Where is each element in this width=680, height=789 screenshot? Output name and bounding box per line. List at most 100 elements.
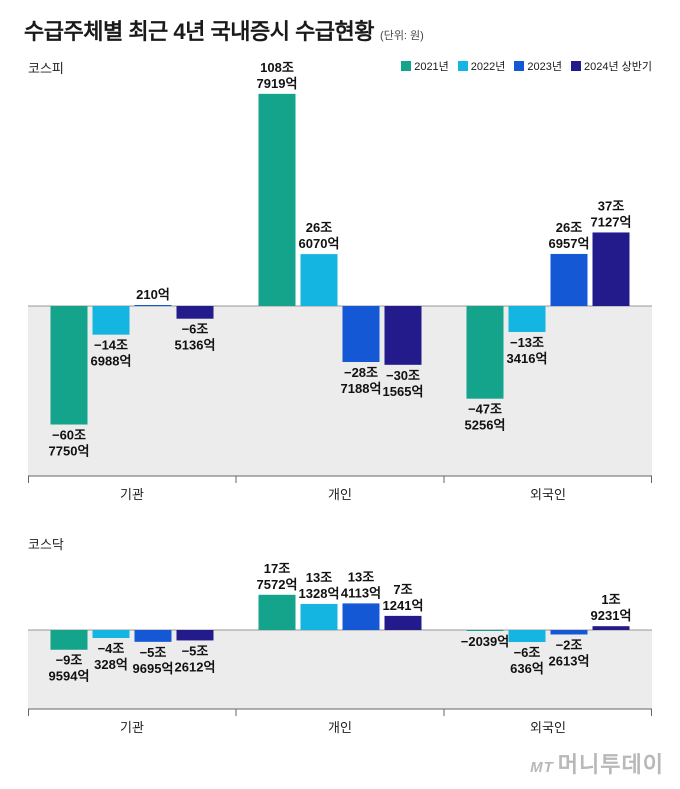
data-label: 26조 (306, 220, 332, 235)
data-label: 1565억 (383, 384, 424, 399)
bar-개인-2022년 (300, 603, 338, 630)
bar-기관-2024년 상반기 (176, 630, 214, 641)
data-label: −5조 (140, 645, 167, 660)
data-label: 1조 (601, 592, 620, 607)
bar-외국인-2024년 상반기 (592, 626, 630, 630)
bar-외국인-2023년 (550, 630, 588, 635)
data-label: 6070억 (299, 236, 340, 251)
bar-개인-2023년 (342, 306, 380, 363)
data-label: 9231억 (591, 608, 632, 623)
data-label: 9594억 (49, 669, 90, 684)
legend-item-2022: 2022년 (457, 58, 506, 74)
data-label: 4113억 (341, 585, 381, 600)
bar-기관-2023년 (134, 630, 172, 642)
data-label: 26조 (556, 220, 582, 235)
bar-개인-2024년 상반기 (384, 306, 422, 365)
watermark-mt: MT (530, 759, 554, 776)
data-label: −28조 (344, 365, 378, 380)
legend-label-2022: 2022년 (470, 61, 506, 73)
data-label: −6조 (514, 645, 541, 660)
bar-개인-2021년 (258, 93, 296, 306)
legend-swatch-2022 (457, 61, 468, 71)
data-label: 7127억 (591, 214, 632, 229)
legend-item-2023: 2023년 (514, 58, 562, 74)
bar-외국인-2023년 (550, 253, 588, 306)
data-label: −2조 (556, 637, 583, 652)
unit-label: (단위: 원) (380, 30, 424, 42)
bar-외국인-2021년 (466, 630, 504, 631)
bar-외국인-2024년 상반기 (592, 232, 630, 306)
chart-title: 수급주체별 최근 4년 국내증시 수급현황 (단위: 원) (24, 14, 424, 46)
chart-title-text: 수급주체별 최근 4년 국내증시 수급현황 (24, 19, 375, 44)
kosdaq-panel-label: 코스닥 (28, 537, 64, 552)
data-label: −4조 (98, 641, 125, 656)
bar-개인-2021년 (258, 594, 296, 630)
data-label: 6957억 (549, 236, 590, 251)
bar-개인-2024년 상반기 (384, 615, 422, 630)
category-label-기관: 기관 (120, 720, 144, 735)
category-label-개인: 개인 (328, 487, 352, 502)
data-label: 210억 (136, 287, 170, 302)
bar-외국인-2022년 (508, 630, 546, 643)
data-label: 17조 (264, 561, 290, 576)
bar-기관-2021년 (50, 630, 88, 650)
bar-기관-2022년 (92, 306, 130, 335)
bar-외국인-2022년 (508, 306, 546, 333)
data-label: 7750억 (49, 444, 90, 459)
data-label: 2613억 (549, 653, 590, 668)
data-label: −13조 (510, 335, 544, 350)
data-label: −60조 (52, 428, 86, 443)
data-label: 3416억 (507, 351, 548, 366)
bar-기관-2023년 (134, 305, 172, 306)
category-label-외국인: 외국인 (530, 487, 566, 502)
kosdaq-panel: 코스닥 −9조 9594억 −4조 328억 −5조 9695억 −5조 2612억 기관 17조… (28, 528, 652, 750)
data-label: 7조 (393, 582, 412, 597)
data-label: 7919억 (257, 76, 298, 91)
data-label: −14조 (94, 338, 128, 353)
data-label: −5조 (182, 643, 209, 658)
bar-개인-2022년 (300, 254, 338, 306)
data-label: 1328억 (299, 586, 340, 601)
legend-swatch-2023 (514, 61, 525, 71)
bar-개인-2023년 (342, 603, 380, 630)
data-label: 7572억 (257, 577, 298, 592)
category-label-개인: 개인 (328, 720, 352, 735)
data-label: 13조 (348, 569, 374, 584)
legend-label-2024h1: 2024년 상반기 (583, 61, 652, 73)
legend-swatch-2021 (401, 61, 412, 71)
legend-item-2024h1: 2024년 상반기 (570, 58, 652, 74)
legend-label-2023: 2023년 (527, 61, 562, 73)
data-label: −47조 (468, 402, 502, 417)
data-label: 9695억 (133, 661, 174, 676)
data-label: 13조 (306, 570, 332, 585)
data-label: −6조 (182, 322, 209, 337)
legend: 2021년 2022년 2023년 2024년 상반기 (401, 58, 652, 74)
data-label: 636억 (510, 661, 544, 676)
bar-기관-2024년 상반기 (176, 306, 214, 319)
bar-외국인-2021년 (466, 306, 504, 399)
negative-region (28, 630, 652, 709)
category-label-기관: 기관 (120, 487, 144, 502)
data-label: −30조 (386, 368, 420, 383)
data-label: 5136억 (175, 338, 216, 353)
negative-region (28, 306, 652, 476)
data-label: 108조 (260, 60, 294, 75)
legend-item-2021: 2021년 (401, 58, 449, 74)
bar-기관-2021년 (50, 306, 88, 425)
data-label: 328억 (94, 657, 128, 672)
data-label: 6988억 (91, 354, 132, 369)
data-label: −9조 (56, 653, 83, 668)
data-label: 7188억 (341, 381, 382, 396)
data-label: 1241억 (383, 598, 424, 613)
category-label-외국인: 외국인 (530, 720, 566, 735)
data-label: 5256억 (465, 418, 506, 433)
data-label: 2612억 (175, 659, 216, 674)
watermark-text: 머니투데이 (557, 752, 664, 777)
bar-기관-2022년 (92, 630, 130, 638)
legend-label-2021: 2021년 (414, 61, 449, 73)
data-label: 37조 (598, 198, 624, 213)
kospi-panel-label: 코스피 (28, 61, 64, 76)
watermark: MT 머니투데이 (530, 747, 664, 779)
